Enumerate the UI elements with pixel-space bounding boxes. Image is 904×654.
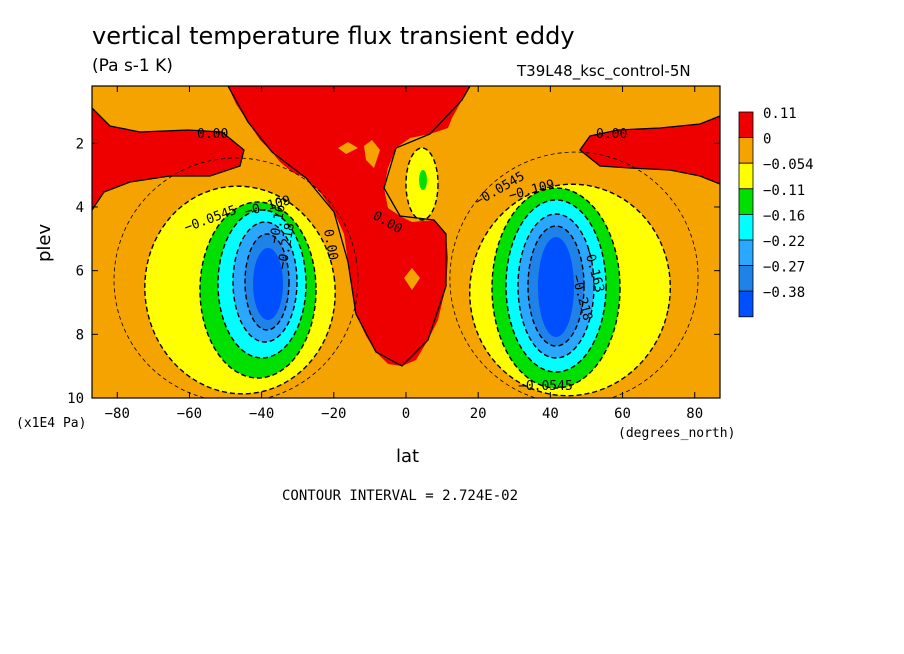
colorbar-label: −0.38 — [763, 285, 805, 301]
x-tick-label: 80 — [686, 406, 703, 422]
colorbar-swatch — [738, 290, 754, 318]
chart-title: vertical temperature flux transient eddy — [92, 22, 575, 50]
y-tick-label: 6 — [76, 264, 84, 280]
chart-units: (Pa s-1 K) — [92, 56, 173, 76]
contour-label: 0.00 — [596, 127, 627, 142]
equator-green — [419, 170, 427, 190]
x-axis-label: lat — [396, 446, 420, 467]
x-tick-label: −60 — [177, 406, 202, 422]
orange-notch-2 — [338, 142, 358, 154]
orange-notch — [364, 140, 380, 168]
x-tick-label: 40 — [542, 406, 559, 422]
zero-contour-right — [579, 115, 720, 185]
red-center-region — [228, 86, 470, 366]
contour-lines — [92, 86, 720, 367]
x-tick-label: 60 — [614, 406, 631, 422]
x-axis-units: (degrees_north) — [618, 426, 736, 441]
colorbar-label: −0.054 — [763, 157, 814, 173]
weak-contours — [113, 151, 699, 398]
left-blue — [253, 248, 283, 320]
contour-label: 0.00 — [197, 127, 228, 142]
colorbar-swatch — [738, 188, 754, 215]
y-tick-label: 10 — [67, 391, 84, 407]
y-axis-label: plev — [34, 223, 55, 262]
x-tick-label: −80 — [105, 406, 130, 422]
colorbar-swatch — [738, 162, 754, 190]
negative-contours — [144, 147, 671, 397]
contour-interval: CONTOUR INTERVAL = 2.724E-02 — [282, 488, 519, 504]
contour-fill-layer — [92, 86, 720, 398]
y-tick-label: 2 — [76, 136, 84, 152]
y-tick-label: 4 — [76, 200, 84, 216]
x-tick-label: 20 — [470, 406, 487, 422]
colorbar-swatch — [738, 111, 754, 139]
colorbar-label: 0 — [763, 132, 771, 148]
y-axis-units: (x1E4 Pa) — [16, 416, 87, 431]
orange-notch-3 — [404, 268, 420, 290]
zero-contour-center — [227, 86, 471, 367]
right-blue — [538, 237, 574, 337]
y-tick-label: 8 — [76, 327, 84, 343]
red-left-region — [92, 108, 244, 210]
colorbar-swatch — [738, 213, 754, 241]
colorbar-label: −0.11 — [763, 183, 805, 199]
x-axis: −80 −60 −40 −20 0 20 40 60 80 — [105, 86, 703, 422]
y-axis: 2 4 6 8 10 — [67, 136, 720, 407]
colorbar: 0.11 0 −0.054 −0.11 −0.16 −0.22 −0.27 −0.38 — [738, 106, 814, 318]
zero-contour-left — [92, 107, 245, 211]
x-tick-label: 0 — [402, 406, 410, 422]
colorbar-swatch — [738, 239, 754, 267]
colorbar-label: −0.22 — [763, 234, 805, 250]
colorbar-label: 0.11 — [763, 106, 797, 122]
colorbar-label: −0.27 — [763, 260, 805, 276]
colorbar-label: −0.16 — [763, 208, 805, 224]
colorbar-swatch — [738, 265, 754, 292]
x-tick-label: −40 — [249, 406, 274, 422]
run-label: T39L48_ksc_control-5N — [517, 62, 691, 80]
contour-label: −0.0545 — [518, 379, 573, 394]
colorbar-swatch — [738, 137, 754, 164]
contour-label: 0.00 — [320, 228, 340, 261]
x-tick-label: −20 — [321, 406, 346, 422]
